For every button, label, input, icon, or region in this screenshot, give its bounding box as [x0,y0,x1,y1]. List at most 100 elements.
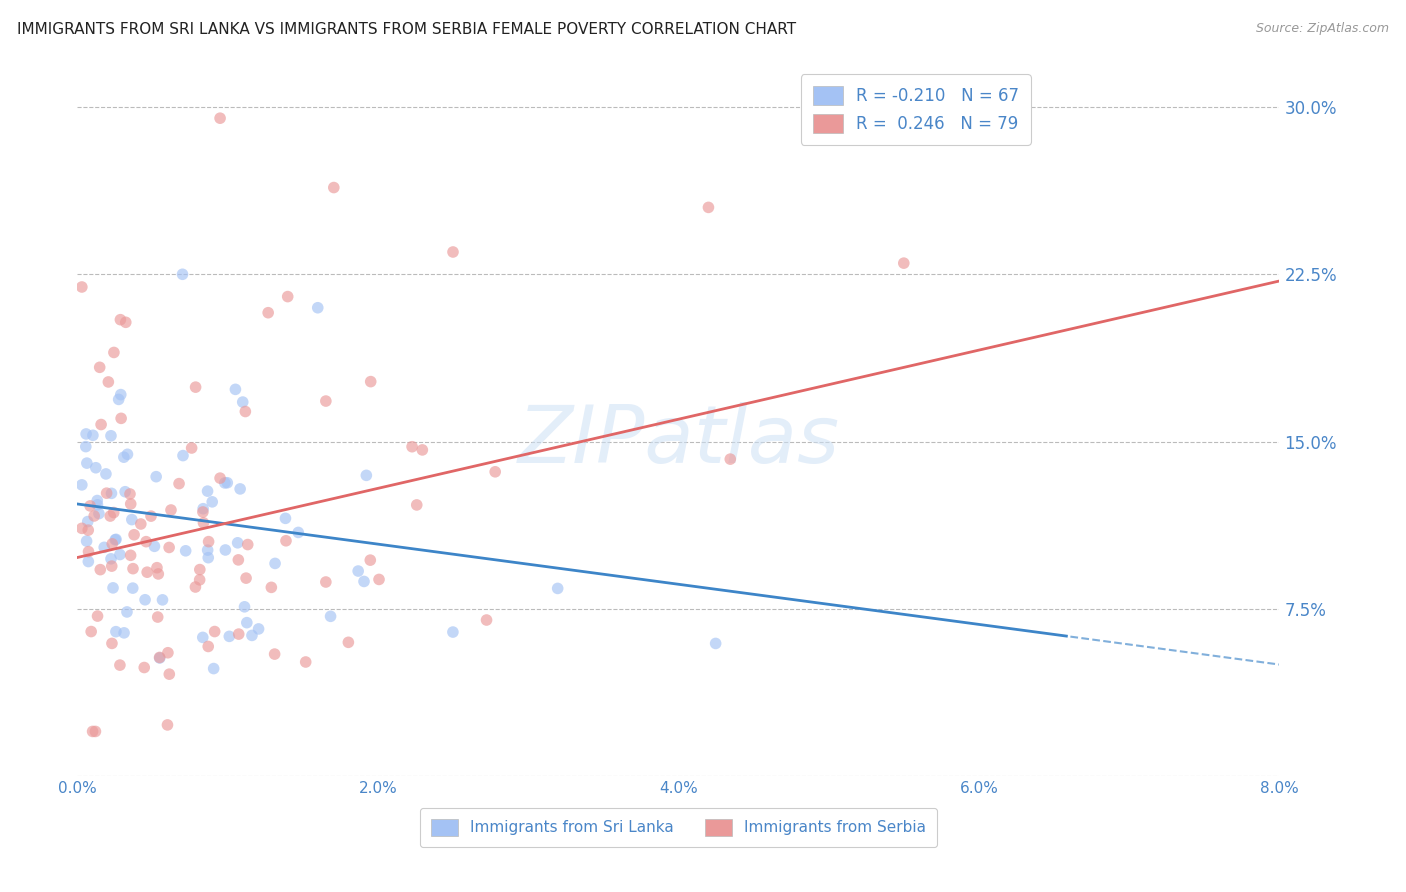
Point [100,486,122,500]
Point [104,533,127,547]
Point [143,539,166,553]
Point [104,624,127,639]
Point [263,647,285,661]
Point [145,469,167,483]
Point [197,484,219,499]
Point [401,440,423,454]
Point [112,450,135,465]
Point [294,655,316,669]
Point [287,525,309,540]
Point [76,456,98,470]
Point [118,487,141,501]
Point [112,625,135,640]
Point [146,560,169,574]
Point [100,559,122,574]
Point [105,533,128,547]
Point [156,646,179,660]
Point [337,635,360,649]
Point [79,499,101,513]
Point [75,440,97,454]
Point [134,592,156,607]
Point [77,544,100,558]
Point [120,549,142,563]
Point [70,521,93,535]
Point [77,523,100,537]
Point [107,392,129,407]
Point [75,426,97,441]
Point [197,640,219,654]
Point [84,460,107,475]
Point [122,527,145,541]
Point [122,562,145,576]
Point [184,580,207,594]
Point [202,662,225,676]
Point [893,256,915,270]
Point [191,501,214,516]
Point [235,404,257,418]
Point [101,636,124,650]
Point [359,553,381,567]
Point [135,534,157,549]
Point [224,383,246,397]
Point [704,636,727,650]
Point [90,417,112,432]
Point [240,628,263,642]
Point [209,112,232,126]
Point [114,484,136,499]
Text: IMMIGRANTS FROM SRI LANKA VS IMMIGRANTS FROM SERBIA FEMALE POVERTY CORRELATION C: IMMIGRANTS FROM SRI LANKA VS IMMIGRANTS … [17,22,796,37]
Point [167,476,190,491]
Point [353,574,375,589]
Point [80,624,103,639]
Point [149,650,172,665]
Point [97,375,120,389]
Point [236,537,259,551]
Point [103,345,125,359]
Point [101,581,124,595]
Point [226,536,249,550]
Point [174,543,197,558]
Point [110,312,132,326]
Point [89,563,111,577]
Point [172,449,194,463]
Point [117,447,139,461]
Point [228,553,250,567]
Point [94,467,117,481]
Point [718,452,741,467]
Point [405,498,427,512]
Point [160,503,183,517]
Point [188,563,211,577]
Point [121,581,143,595]
Point [108,658,131,673]
Point [136,565,159,579]
Point [84,724,107,739]
Point [233,599,256,614]
Point [184,380,207,394]
Point [77,555,100,569]
Point [96,486,118,500]
Point [209,471,232,485]
Point [441,625,464,640]
Point [218,629,240,643]
Point [101,537,124,551]
Point [70,478,93,492]
Point [307,301,329,315]
Point [83,508,105,523]
Point [152,592,174,607]
Point [108,548,131,562]
Point [229,482,252,496]
Point [697,201,720,215]
Point [120,497,142,511]
Text: Source: ZipAtlas.com: Source: ZipAtlas.com [1256,22,1389,36]
Point [180,441,202,455]
Point [197,534,219,549]
Point [100,551,122,566]
Point [86,609,108,624]
Point [103,506,125,520]
Point [264,557,287,571]
Point [411,442,433,457]
Point [156,718,179,732]
Point [475,613,498,627]
Point [70,280,93,294]
Point [319,609,342,624]
Point [347,564,370,578]
